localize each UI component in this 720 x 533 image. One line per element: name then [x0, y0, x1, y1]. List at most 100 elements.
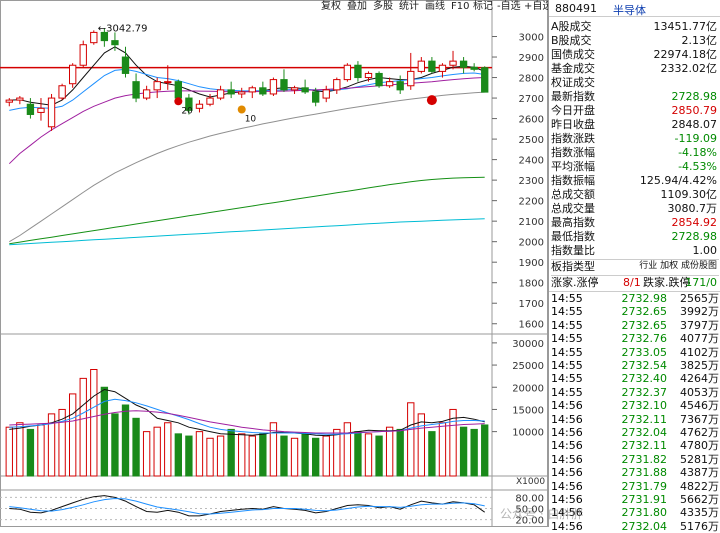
down-label: 跌家.跌停	[643, 276, 691, 289]
volume-bar	[354, 431, 362, 477]
kline-chart-area[interactable]: 3000 2900 2800 2700 2600 2500 2400 2300 2200 2100…	[0, 0, 550, 527]
candle-body	[164, 81, 172, 84]
toolbar-mark[interactable]: 标记	[473, 1, 493, 12]
board-type-options[interactable]: 行业 加权 成份股图	[639, 261, 717, 271]
toolbar-fuquan[interactable]: 复权	[321, 1, 341, 12]
tick-price: 2732.04	[621, 519, 668, 533]
tick-volume: 3992万	[680, 305, 719, 319]
volume-bar	[481, 424, 489, 477]
vol-unit-label: X1000	[516, 477, 545, 487]
volume-bar	[206, 437, 214, 477]
stat-value: 2332.02亿	[660, 62, 718, 75]
toolbar-remove-watch[interactable]: -自选	[497, 1, 521, 12]
tick-row: 14:56 2731.91 5662万	[549, 493, 720, 507]
tick-row: 14:56 2731.82 5281万	[549, 453, 720, 467]
tick-price: 2731.80	[621, 506, 668, 520]
panel-header: 880491 半导体	[549, 0, 720, 17]
stat-row: A股成交 13451.77亿	[551, 20, 719, 34]
tick-time: 14:55	[551, 332, 583, 346]
tick-volume: 4762万	[680, 426, 719, 439]
candle-body	[470, 66, 478, 70]
volume-bar	[58, 408, 66, 477]
volume-bar	[269, 422, 278, 477]
candle-body	[343, 64, 352, 81]
candle-body	[312, 91, 320, 103]
candle-body	[16, 97, 24, 101]
indicator-line	[9, 497, 485, 515]
vol-y-tick-label: 30000	[512, 339, 544, 350]
candle-body	[174, 81, 182, 99]
y-tick-label: 2000	[519, 238, 544, 249]
stat-label: 今日开盘	[551, 104, 595, 117]
stat-label: 最新指数	[551, 90, 595, 103]
candle-body	[481, 67, 489, 93]
stat-row: 指数涨跌 -119.09	[551, 132, 719, 146]
toolbar-f10[interactable]: F10	[451, 1, 470, 12]
volume-bar	[227, 428, 235, 477]
volume-bar	[132, 417, 140, 477]
stat-label: 总成交量	[551, 202, 595, 215]
tick-row: 14:56 2731.88 4387万	[549, 466, 720, 480]
y-tick-label: 2900	[519, 53, 544, 64]
candle-body	[322, 89, 330, 99]
down-value: 171/0	[685, 276, 717, 289]
index-name[interactable]: 半导体	[613, 4, 646, 17]
volume-bar	[322, 435, 330, 477]
stat-row: 权证成交	[551, 76, 719, 90]
candle-body	[459, 60, 468, 68]
candle-body	[142, 89, 151, 99]
stat-value: -4.53%	[678, 160, 717, 173]
tick-volume: 4102万	[680, 345, 719, 359]
stat-row: 总成交额 1109.30亿	[551, 188, 719, 202]
volume-bar	[248, 435, 256, 477]
tick-row: 14:55 2732.98 2565万	[549, 292, 720, 306]
volume-bar	[407, 402, 415, 477]
toolbar-overlay[interactable]: 叠加	[347, 1, 367, 12]
volume-bar	[69, 393, 77, 477]
stat-label: 最高指数	[551, 216, 595, 229]
volume-bar	[142, 431, 151, 477]
tick-volume: 7367万	[680, 412, 719, 426]
volume-bar	[195, 431, 204, 477]
candle-body	[269, 79, 278, 95]
stat-value: 2728.98	[671, 90, 718, 103]
y-tick-label: 2800	[519, 74, 544, 85]
stat-row: 国债成交 22974.18亿	[551, 48, 719, 62]
volume-bar	[438, 422, 447, 477]
stat-label: 国债成交	[551, 48, 595, 61]
ma-line	[8, 77, 485, 165]
candle-body	[407, 70, 415, 87]
stat-label: 平均涨幅	[551, 160, 595, 173]
stat-label: 指数量比	[551, 244, 595, 257]
stat-value: 13451.77亿	[653, 20, 718, 33]
volume-bar	[385, 426, 394, 477]
stat-row: 指数涨幅 -4.18%	[551, 146, 719, 160]
index-code: 880491	[555, 2, 597, 15]
toolbar-add-watch[interactable]: +自选	[524, 1, 553, 12]
tick-row: 14:55 2732.54 3825万	[549, 359, 720, 373]
candle-body	[153, 81, 161, 91]
tick-time: 14:56	[551, 506, 583, 520]
tick-price: 2732.04	[621, 426, 668, 439]
candle-body	[47, 97, 56, 128]
y-tick-label: 1800	[519, 279, 544, 290]
stat-label: 最低指数	[551, 230, 595, 243]
volume-bar	[16, 422, 24, 477]
tick-price: 2731.79	[621, 479, 668, 493]
stat-label: 昨日收盘	[551, 118, 595, 131]
toolbar-stats[interactable]: 统计	[399, 1, 419, 12]
tick-volume: 4780万	[680, 439, 719, 453]
y-tick-label: 1600	[519, 320, 544, 331]
toolbar-multi[interactable]: 多股	[373, 1, 393, 12]
tick-price: 2732.65	[621, 318, 668, 332]
tick-volume: 4546万	[680, 399, 719, 413]
toolbar-draw[interactable]: 画线	[425, 1, 445, 12]
volume-bar	[312, 437, 320, 477]
volume-bar	[343, 422, 352, 477]
tick-time: 14:56	[551, 466, 583, 480]
candle-body	[206, 97, 214, 105]
candle-body	[58, 85, 66, 99]
tick-volume: 4335万	[680, 506, 719, 520]
tick-list[interactable]: 14:55 2732.98 2565万 14:55 2732.65 3992万 14:55 2…	[549, 291, 720, 533]
vol-ma-line	[9, 388, 485, 437]
